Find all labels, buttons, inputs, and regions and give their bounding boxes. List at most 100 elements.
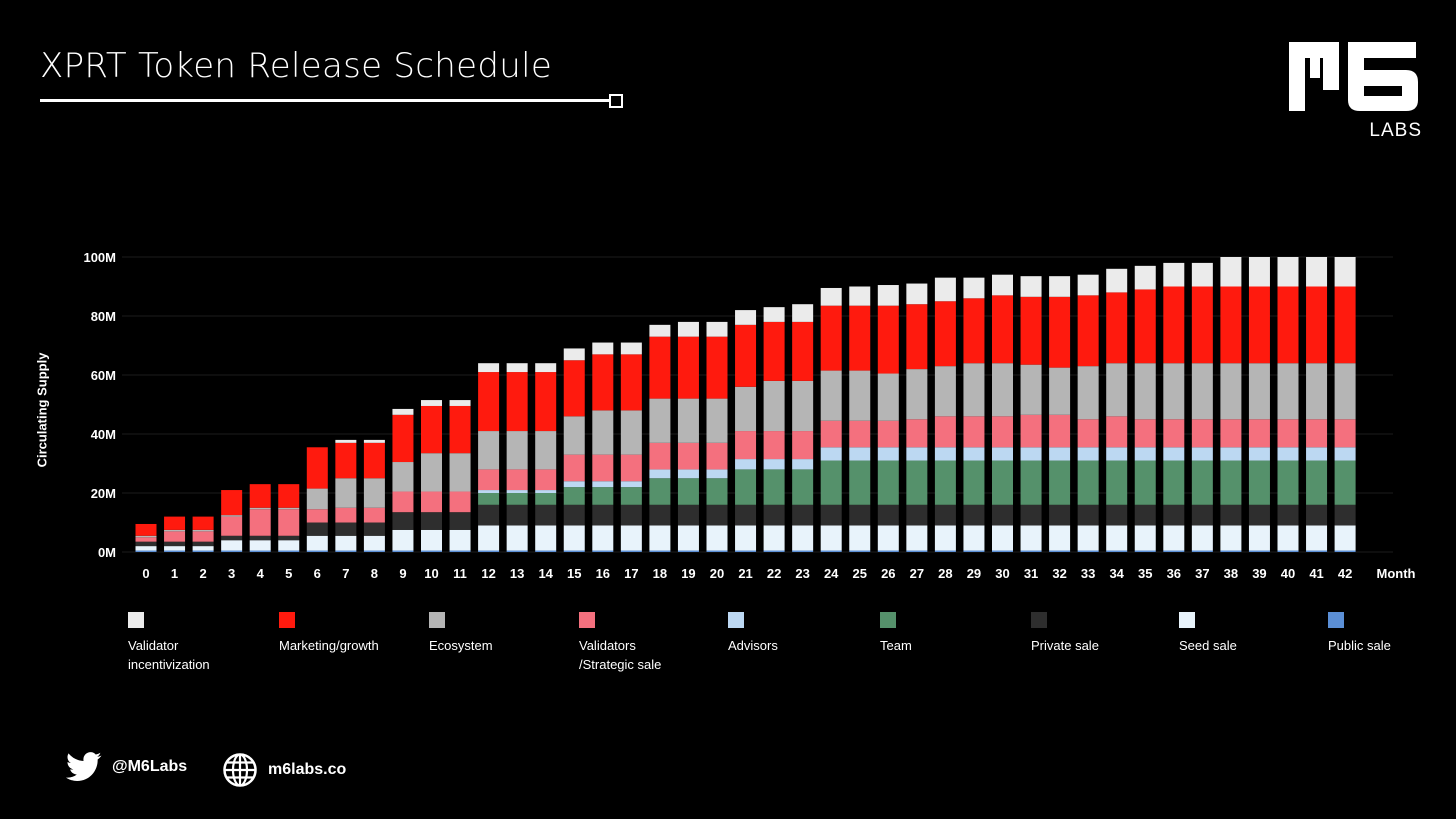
twitter-handle[interactable]: @M6Labs [66,752,187,782]
bar-segment [249,509,271,536]
x-tick-label: 17 [624,566,638,581]
bar-segment [535,504,557,526]
chart-legend: Validator incentivization Marketing/growt… [0,612,1456,682]
bar-segment [877,460,899,505]
bar-segment [563,525,585,551]
bar-segment [992,416,1013,448]
bar-segment [963,298,985,364]
bar-segment [478,372,500,432]
bar-segment [1334,550,1356,552]
bar-segment [1049,460,1071,505]
bar-segment [335,442,357,479]
bar-segment [820,287,842,306]
y-tick-label: 0M [98,545,116,560]
bar-segment [478,431,500,470]
bar-segment [649,469,671,479]
bar-segment [763,525,785,551]
bar-segment [1134,525,1156,551]
bar-segment [1334,257,1356,287]
bar-segment [1077,274,1099,296]
bar-segment [735,386,757,432]
legend-swatch [1179,612,1195,628]
x-tick-label: 11 [453,566,467,581]
bar-segment [877,373,899,421]
bar-segment [649,324,671,337]
bar-segment [792,550,814,552]
x-tick-label: 7 [342,566,349,581]
bar-segment [735,469,757,505]
bar-segment [1020,460,1042,505]
bar-segment [278,540,300,551]
bar-segment [1220,286,1242,364]
bar-segment [164,531,186,542]
legend-swatch [1031,612,1047,628]
bar-segment [535,469,557,491]
bar-segment [877,550,899,552]
x-tick-label: 5 [285,566,292,581]
bar-segment [1248,550,1270,552]
x-tick-label: 40 [1281,566,1295,581]
bar-segment [906,550,928,552]
bar-segment [135,537,157,542]
bar-segment [1191,286,1213,364]
bar-segment [906,525,928,551]
bar-segment [706,478,728,505]
bar-segment [164,516,186,530]
bar-segment [535,372,557,432]
bar-segment [1277,550,1299,552]
bar-segment [392,491,414,513]
legend-label: Public sale [1328,638,1391,653]
globe-icon [223,753,257,787]
bar-segment [1106,525,1128,551]
twitter-handle-text: @M6Labs [112,758,188,775]
bar-segment [392,462,414,492]
bar-segment [1163,286,1185,364]
bar-segment [906,460,928,505]
bar-segment [1306,363,1328,420]
bar-segment [449,529,471,551]
twitter-icon [66,752,102,781]
x-tick-label: 31 [1024,566,1038,581]
legend-item: Validators /Strategic sale [579,612,719,674]
bar-segment [963,460,985,505]
x-tick-label: 0 [142,566,149,581]
bar-segment [992,525,1013,551]
bar-segment [592,481,614,488]
bar-segment [563,504,585,526]
m6-logo-mark [1289,42,1418,111]
bar-segment [592,454,614,482]
bar-segment [706,321,728,337]
bar-segment [392,550,414,552]
website-link[interactable]: m6labs.co [222,752,346,788]
bar-segment [449,491,471,513]
x-tick-label: 19 [681,566,695,581]
bar-segment [135,546,157,551]
bar-segment [906,304,928,370]
bar-segment [620,410,642,455]
bar-segment [1306,419,1328,448]
bar-segment [164,541,186,547]
bar-segment [249,507,271,510]
bar-segment [963,550,985,552]
bar-segment [735,525,757,551]
x-tick-label: 13 [510,566,524,581]
x-tick-label: 23 [795,566,809,581]
bar-segment [934,460,956,505]
bar-segment [592,354,614,411]
bar-segment [592,525,614,551]
bar-segment [135,541,157,547]
bar-segment [563,348,585,361]
bar-segment [249,550,271,552]
m6-labs-logo: LABS [1286,40,1422,141]
bar-segment [877,447,899,461]
bar-segment [1306,286,1328,364]
x-tick-label: 37 [1195,566,1209,581]
bar-segment [1191,419,1213,448]
bar-segment [620,342,642,355]
bar-segment [963,277,985,299]
bar-segment [335,507,357,523]
bar-segment [1163,262,1185,287]
x-tick-label: 20 [710,566,724,581]
bar-segment [906,419,928,448]
bar-segment [1334,363,1356,420]
